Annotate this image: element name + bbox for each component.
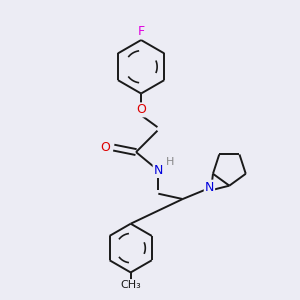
Text: F: F bbox=[137, 25, 145, 38]
Text: N: N bbox=[154, 164, 163, 177]
Text: H: H bbox=[165, 157, 174, 166]
Text: O: O bbox=[136, 103, 146, 116]
Text: N: N bbox=[205, 181, 214, 194]
Text: O: O bbox=[100, 141, 110, 154]
Text: CH₃: CH₃ bbox=[120, 280, 141, 290]
